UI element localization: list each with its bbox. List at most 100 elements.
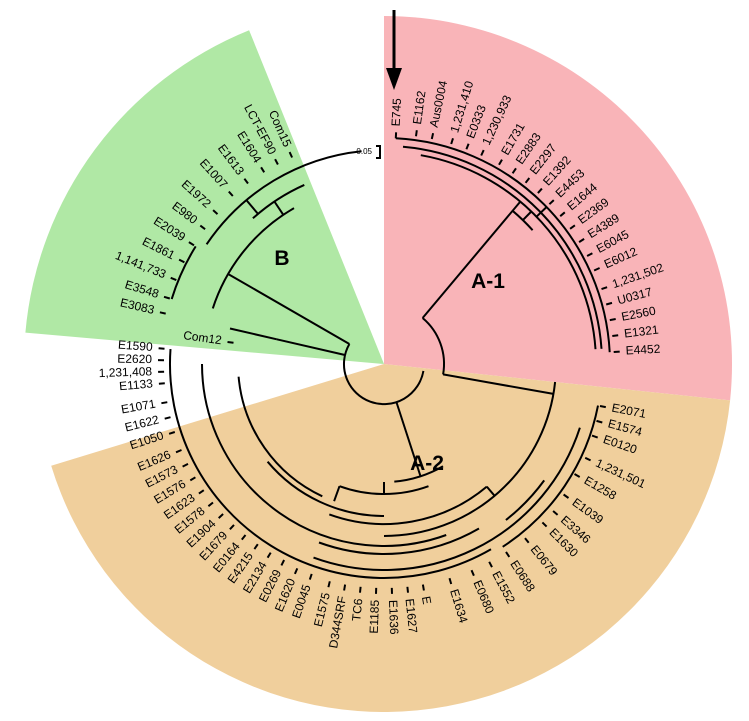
tree-branch	[584, 456, 592, 462]
tree-branch	[266, 461, 385, 517]
tree-branch	[280, 559, 285, 566]
marker-arrow	[386, 10, 402, 90]
tree-branch	[599, 405, 606, 409]
tree-branch	[421, 317, 445, 375]
tree-branch	[288, 151, 294, 158]
leaf-label: E1185	[367, 599, 382, 634]
scale-bar: 0.05	[356, 145, 381, 159]
tree-branch	[498, 159, 503, 166]
clade-a2-region	[51, 364, 731, 713]
tree-branch	[207, 501, 214, 507]
leaf-label: E1133	[119, 376, 154, 393]
tree-branch	[537, 187, 543, 194]
tree-branch	[524, 537, 530, 544]
tree-branch	[164, 416, 171, 420]
tree-branch	[574, 473, 581, 478]
tree-branch	[333, 485, 341, 502]
tree-branch	[328, 485, 488, 525]
clade-label-a2: A-2	[410, 452, 444, 475]
tree-branch	[212, 209, 219, 215]
tree-branch	[273, 200, 285, 216]
tree-branch	[559, 211, 566, 217]
tree-branch	[188, 241, 195, 247]
tree-branch	[450, 137, 454, 145]
tree-branch	[243, 178, 249, 185]
tree-branch	[395, 137, 611, 353]
tree-branch	[218, 513, 224, 519]
tree-branch	[541, 521, 548, 528]
tree-branch	[175, 449, 182, 454]
tree-branch	[293, 568, 299, 575]
leaf-label: E1636	[386, 600, 401, 635]
tree-branch	[182, 463, 189, 468]
tree-branch	[430, 132, 435, 140]
tree-branch	[318, 527, 480, 555]
leaf-label: E745	[389, 98, 404, 127]
tree-branch	[511, 167, 517, 174]
clade-label-b: B	[274, 247, 289, 270]
tree-branch	[266, 552, 272, 559]
tree-branch	[522, 210, 533, 221]
tree-branch	[465, 143, 470, 150]
tree-branch	[524, 177, 531, 184]
tree-branch	[158, 382, 165, 385]
tree-branch	[383, 381, 557, 537]
leaf-label: E2620	[117, 352, 152, 367]
tree-branch	[253, 543, 259, 550]
tree-branch	[502, 405, 599, 548]
tree-branch	[563, 493, 570, 499]
tree-branch	[593, 267, 601, 272]
tree-branch	[339, 485, 429, 496]
tree-branch	[421, 200, 522, 319]
leaf-label: Com12	[182, 328, 223, 347]
tree-branch	[229, 524, 235, 530]
tree-branch	[591, 434, 599, 439]
leaf-label: 1,231,408	[98, 364, 152, 380]
tree-branch	[168, 431, 176, 435]
leaf-label: E1590	[118, 338, 154, 354]
tree-branch	[420, 154, 597, 350]
tree-branch	[276, 338, 346, 356]
tree-branch	[245, 199, 259, 215]
tree-branch	[343, 584, 347, 591]
tree-branch	[228, 190, 234, 197]
tree-branch	[596, 419, 603, 424]
tree-branch	[274, 158, 279, 165]
tree-branch	[421, 584, 425, 591]
tree-branch	[605, 301, 613, 306]
tree-branch	[505, 479, 546, 521]
tree-branch	[189, 476, 196, 482]
tree-branch	[198, 489, 205, 495]
tree-branch	[480, 149, 485, 156]
tree-branch	[201, 363, 447, 547]
tree-branch	[170, 276, 177, 282]
tree-branch	[161, 401, 168, 405]
leaf-label: E1162	[410, 90, 429, 126]
tree-branch	[552, 510, 559, 516]
leaf-label: E2560	[620, 303, 657, 323]
tree-branch	[252, 183, 305, 220]
leaf-label: TC6	[349, 598, 365, 622]
leaf-label: E4452	[625, 342, 661, 358]
tree-branch	[158, 347, 165, 350]
tree-branches	[157, 130, 620, 594]
tree-branch	[237, 376, 323, 498]
tree-branch	[359, 586, 362, 593]
clade-b-region	[25, 30, 385, 364]
tree-branch	[205, 150, 362, 245]
tree-branch	[612, 334, 619, 337]
tree-branch	[442, 373, 554, 395]
tree-branch	[227, 341, 234, 344]
tree-branch	[260, 166, 266, 173]
tree-branch	[415, 130, 418, 137]
tree-branch	[159, 311, 166, 315]
clade-label-a1: A-1	[471, 270, 505, 293]
tree-branch	[199, 224, 206, 230]
tree-branch	[448, 577, 453, 585]
tree-branch	[163, 295, 171, 300]
tree-branch	[488, 561, 493, 568]
tree-branch	[569, 224, 576, 230]
tree-branch	[505, 551, 511, 558]
tree-branch	[586, 252, 593, 257]
